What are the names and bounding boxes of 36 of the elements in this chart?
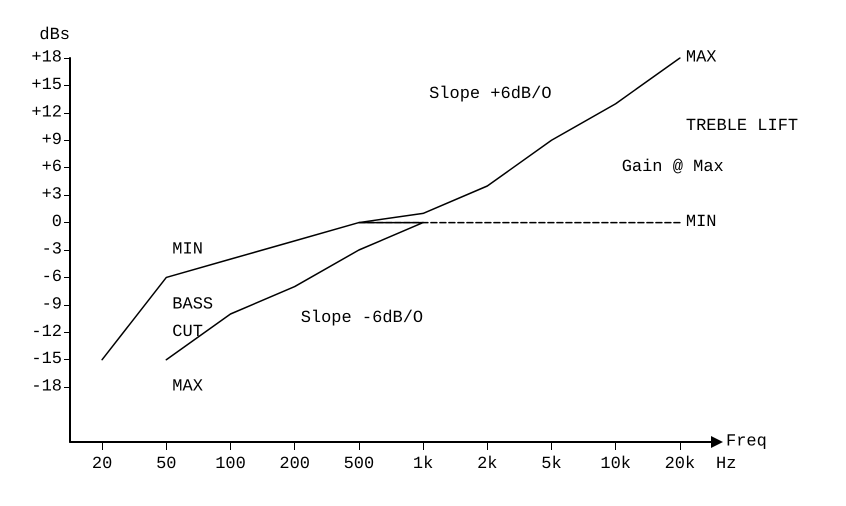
x-tick-label: 5k xyxy=(541,455,562,474)
y-tick-label: 0 xyxy=(52,213,62,232)
annotation: MIN xyxy=(686,213,717,232)
y-tick-label: -15 xyxy=(31,350,62,370)
x-tick-label: 100 xyxy=(215,455,246,474)
x-tick-label: 500 xyxy=(344,455,374,474)
x-tick-label: 20 xyxy=(92,455,112,474)
y-tick-label: +18 xyxy=(31,48,62,68)
annotation: MIN xyxy=(172,240,203,260)
x-tick-label: 1k xyxy=(412,455,434,474)
y-tick-label: +12 xyxy=(31,103,62,122)
annotation: Slope -6dB/O xyxy=(300,309,424,328)
x-tick-label: 2k xyxy=(477,455,498,474)
x-tick-label: 200 xyxy=(279,455,310,474)
x-axis-title: Freq xyxy=(726,432,767,452)
annotation: Slope +6dB/O xyxy=(429,85,552,104)
x-tick-label: 50 xyxy=(156,455,177,474)
y-tick-label: -12 xyxy=(31,322,62,342)
y-tick-label: -6 xyxy=(42,268,62,287)
annotation: CUT xyxy=(172,322,203,342)
y-tick-label: +3 xyxy=(42,186,62,205)
x-tick-label: 10k xyxy=(600,455,632,474)
y-tick-label: -9 xyxy=(42,295,62,314)
text: Hz xyxy=(716,455,736,474)
y-tick-label: -18 xyxy=(31,378,62,397)
annotation: Gain @ Max xyxy=(622,158,724,178)
y-axis-title: dBs xyxy=(39,26,70,45)
x-tick-label: 20k xyxy=(664,455,696,474)
y-tick-label: +15 xyxy=(31,76,62,95)
y-tick-label: -3 xyxy=(42,240,62,260)
annotation: BASS xyxy=(172,295,214,314)
annotation: TREBLE LIFT xyxy=(686,117,798,136)
annotation: MAX xyxy=(686,48,717,68)
y-tick-label: +9 xyxy=(42,130,62,150)
annotation: MAX xyxy=(172,378,203,397)
y-tick-label: +6 xyxy=(42,158,62,178)
